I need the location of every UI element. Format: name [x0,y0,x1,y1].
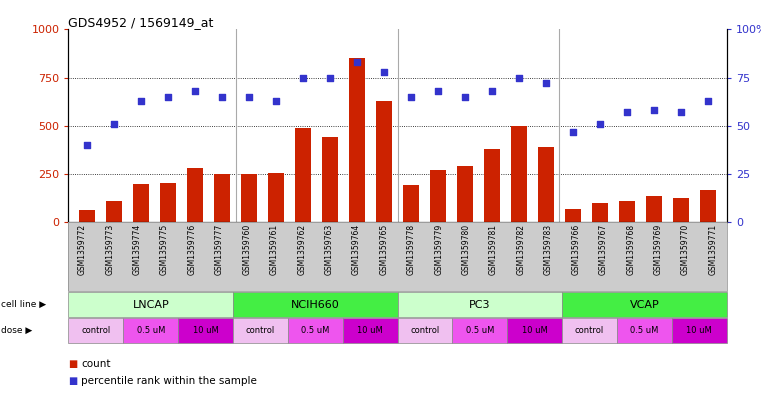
Text: GDS4952 / 1569149_at: GDS4952 / 1569149_at [68,16,214,29]
Bar [538,147,554,222]
Bar [133,184,149,222]
Point [648,107,660,114]
Text: 0.5 uM: 0.5 uM [466,326,494,335]
Point [189,88,202,94]
Text: GSM1359760: GSM1359760 [242,224,251,275]
Text: GSM1359770: GSM1359770 [681,224,690,275]
Bar [511,126,527,222]
Text: GSM1359772: GSM1359772 [78,224,87,275]
Bar [592,203,608,222]
Point [297,74,309,81]
Bar [673,198,689,222]
Text: GSM1359764: GSM1359764 [352,224,361,275]
Text: GSM1359765: GSM1359765 [380,224,388,275]
Text: ■: ■ [68,376,78,386]
Text: cell line ▶: cell line ▶ [1,300,46,309]
Point [135,97,148,104]
Text: control: control [81,326,110,335]
Text: GSM1359774: GSM1359774 [132,224,142,275]
Point [540,80,552,86]
Text: GSM1359773: GSM1359773 [105,224,114,275]
Text: GSM1359768: GSM1359768 [626,224,635,275]
Text: 10 uM: 10 uM [522,326,548,335]
Point [432,88,444,94]
Bar [187,168,203,222]
Text: GSM1359769: GSM1359769 [654,224,663,275]
Text: 10 uM: 10 uM [358,326,383,335]
Point [324,74,336,81]
Bar [295,128,311,222]
Point [162,94,174,100]
Point [244,94,256,100]
Text: 0.5 uM: 0.5 uM [301,326,330,335]
Bar [700,190,716,222]
Text: dose ▶: dose ▶ [1,326,32,335]
Point [675,109,687,116]
Text: GSM1359781: GSM1359781 [489,224,498,275]
Text: percentile rank within the sample: percentile rank within the sample [81,376,257,386]
Point [702,97,714,104]
Text: 10 uM: 10 uM [686,326,712,335]
Text: GSM1359783: GSM1359783 [544,224,553,275]
Text: NCIH660: NCIH660 [291,299,339,310]
Text: GSM1359779: GSM1359779 [435,224,443,275]
Text: GSM1359761: GSM1359761 [269,224,279,275]
Text: GSM1359782: GSM1359782 [517,224,526,275]
Text: control: control [410,326,440,335]
Text: ■: ■ [68,359,78,369]
Text: PC3: PC3 [469,299,491,310]
Point [567,129,579,135]
Text: GSM1359778: GSM1359778 [407,224,416,275]
Bar [457,166,473,222]
Point [513,74,525,81]
Bar [161,183,177,222]
Bar [241,174,257,222]
Bar [619,201,635,222]
Point [81,142,94,148]
Bar [349,58,365,222]
Point [270,97,282,104]
Point [594,121,606,127]
Text: GSM1359767: GSM1359767 [599,224,608,275]
Text: GSM1359780: GSM1359780 [462,224,471,275]
Point [621,109,633,116]
Text: GSM1359775: GSM1359775 [160,224,169,275]
Bar [214,174,231,222]
Bar [107,201,123,222]
Bar [403,185,419,222]
Text: GSM1359771: GSM1359771 [708,224,718,275]
Bar [376,101,392,222]
Text: GSM1359762: GSM1359762 [297,224,306,275]
Point [216,94,228,100]
Point [378,69,390,75]
Text: GSM1359777: GSM1359777 [215,224,224,275]
Point [486,88,498,94]
Bar [268,173,285,222]
Bar [79,209,95,222]
Point [405,94,417,100]
Point [459,94,471,100]
Text: count: count [81,359,111,369]
Text: control: control [246,326,275,335]
Bar [484,149,500,222]
Bar [322,137,339,222]
Text: GSM1359763: GSM1359763 [324,224,333,275]
Text: GSM1359776: GSM1359776 [187,224,196,275]
Point [351,59,363,65]
Text: 0.5 uM: 0.5 uM [136,326,165,335]
Text: control: control [575,326,604,335]
Bar [430,170,446,222]
Bar [646,196,662,222]
Text: 0.5 uM: 0.5 uM [630,326,659,335]
Text: GSM1359766: GSM1359766 [572,224,581,275]
Text: 10 uM: 10 uM [193,326,218,335]
Bar [565,209,581,222]
Point [108,121,120,127]
Text: VCAP: VCAP [629,299,659,310]
Text: LNCAP: LNCAP [132,299,169,310]
